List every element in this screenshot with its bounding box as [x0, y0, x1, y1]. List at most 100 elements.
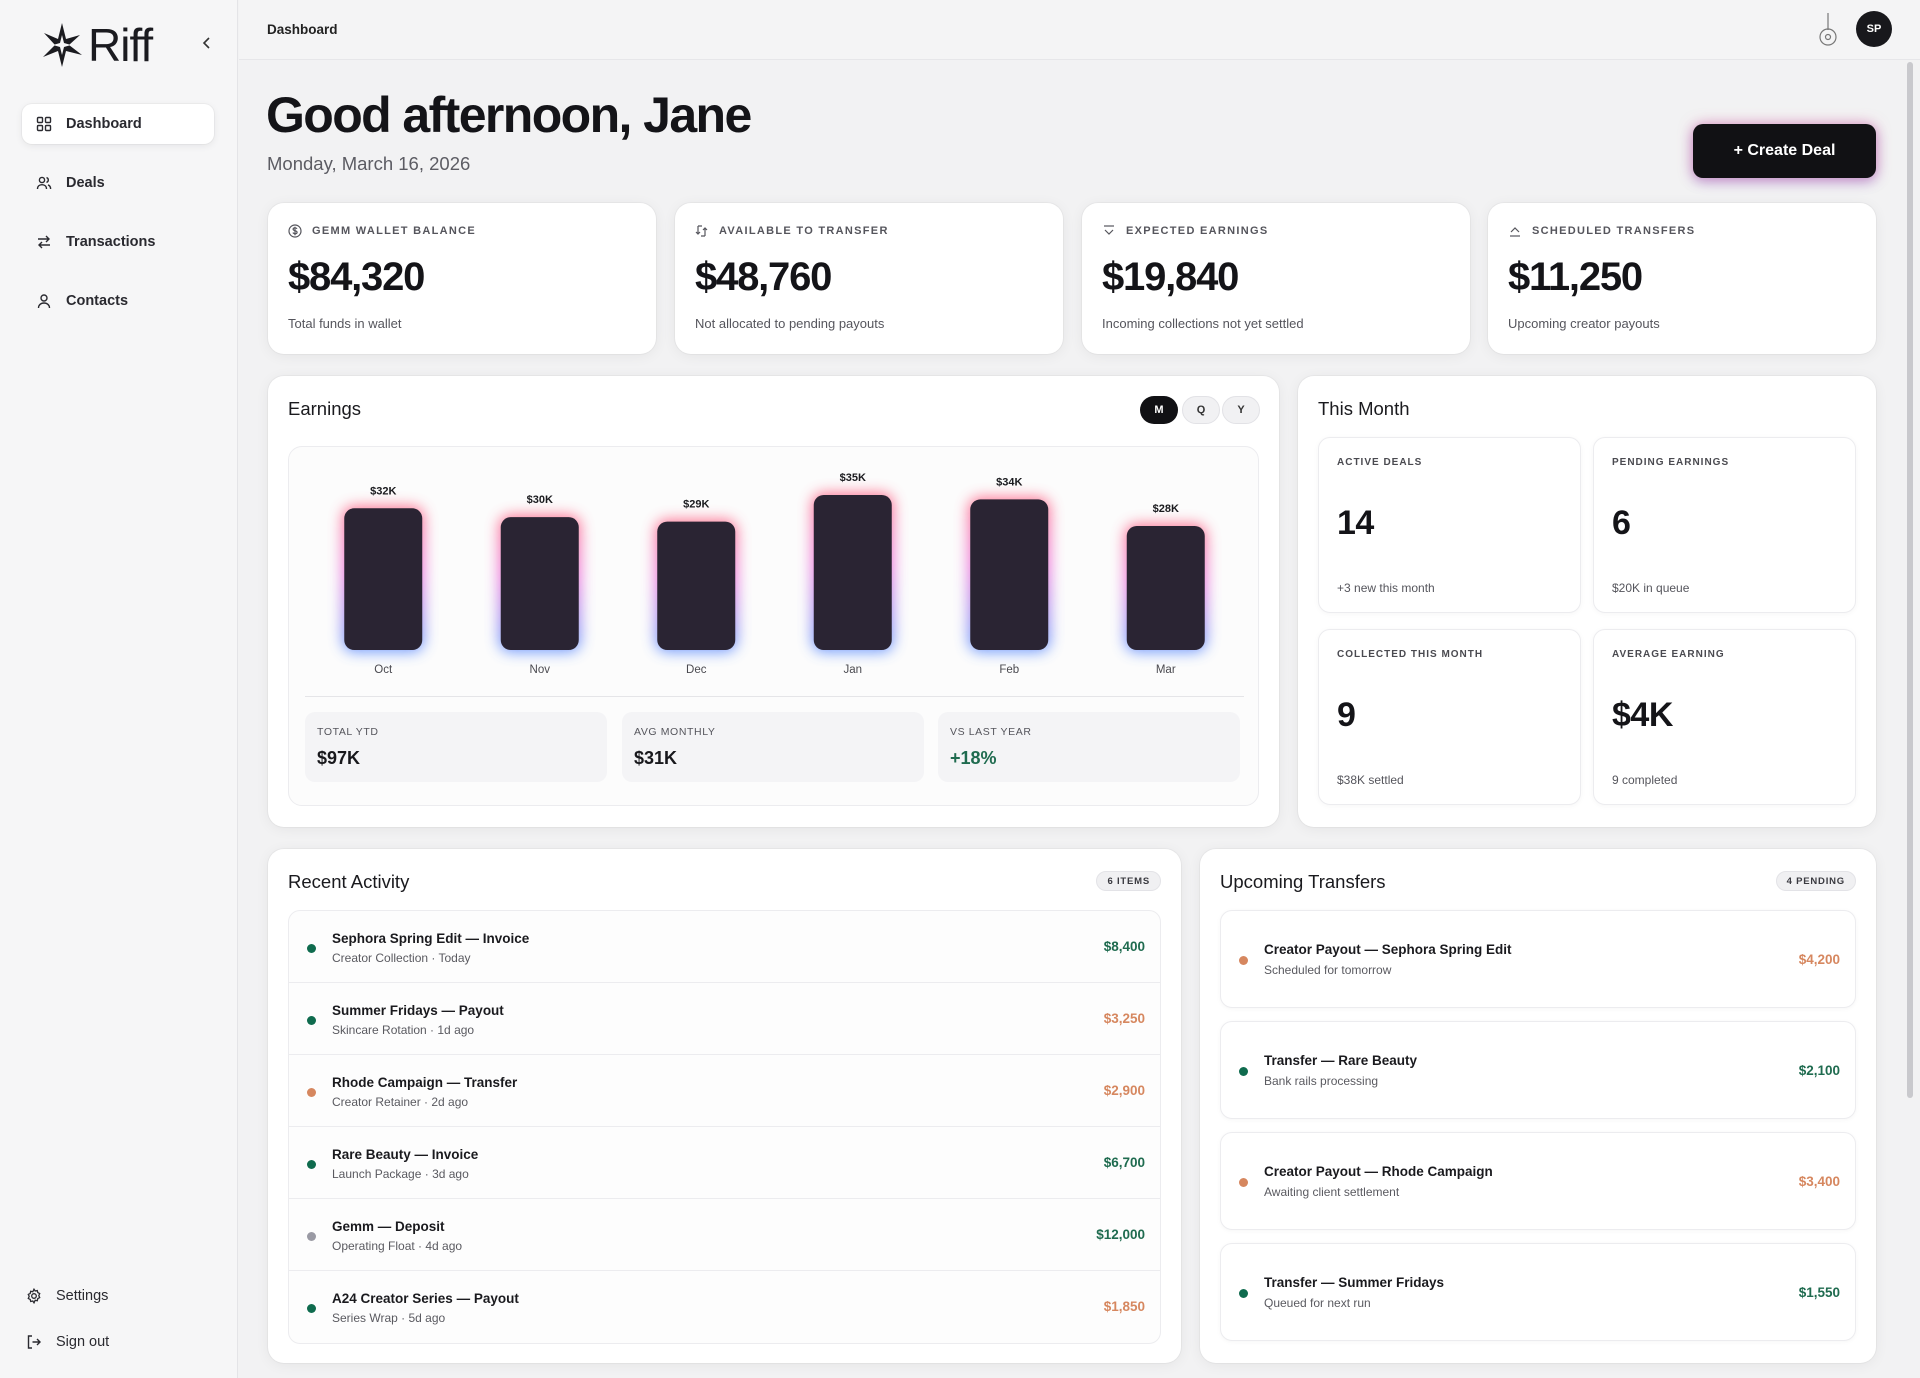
create-deal-button[interactable]: + Create Deal	[1693, 124, 1876, 178]
row-title: Creator Payout — Sephora Spring Edit	[1264, 942, 1512, 957]
sidebar-item-deals[interactable]: Deals	[22, 163, 214, 203]
chevron-up-icon	[1510, 227, 1520, 237]
notification-pin-icon[interactable]	[1817, 12, 1839, 48]
status-dot	[307, 1088, 316, 1097]
bar-value-label: $34K	[996, 476, 1022, 488]
summary-value: +18%	[950, 748, 997, 768]
metric-value: $4K	[1612, 696, 1673, 734]
earnings-title: Earnings	[288, 398, 362, 419]
this-month-title: This Month	[1318, 398, 1410, 419]
upcoming-transfers-card: Upcoming Transfers 4 PENDING Creator Pay…	[1200, 849, 1876, 1363]
transfer-row[interactable]: Transfer — Rare Beauty Bank rails process…	[1220, 1021, 1856, 1119]
sidebar-item-label: Contacts	[66, 293, 129, 309]
row-subtitle: Creator Collection · Today	[332, 951, 471, 965]
stat-card-scheduled-transfers: SCHEDULED TRANSFERS $11,250 Upcoming cre…	[1488, 203, 1876, 354]
logo-text: Riff	[88, 19, 153, 71]
row-amount: $3,400	[1798, 1174, 1840, 1189]
page-title: Good afternoon, Jane	[266, 87, 752, 143]
recent-activity-card: Recent Activity 6 ITEMS Sephora Spring E…	[268, 849, 1181, 1363]
activity-row[interactable]: Sephora Spring Edit — Invoice Creator Col…	[289, 911, 1160, 983]
summary-vs-last-year: VS LAST YEAR +18%	[938, 712, 1240, 782]
metric-caption: $20K in queue	[1612, 581, 1690, 595]
sidebar-item-label: Deals	[66, 175, 105, 191]
activity-row[interactable]: A24 Creator Series — Payout Series Wrap ·…	[289, 1271, 1160, 1343]
transfer-row[interactable]: Transfer — Summer Fridays Queued for next…	[1220, 1243, 1856, 1341]
stat-caption: Upcoming creator payouts	[1508, 316, 1660, 331]
row-title: Rhode Campaign — Transfer	[332, 1075, 518, 1090]
activity-list: Sephora Spring Edit — Invoice Creator Col…	[288, 910, 1161, 1344]
transfer-row[interactable]: Creator Payout — Sephora Spring Edit Sche…	[1220, 910, 1856, 1008]
sidebar-item-transactions[interactable]: Transactions	[22, 222, 214, 262]
stat-label-text: GEMM WALLET BALANCE	[312, 225, 477, 237]
metric-label: ACTIVE DEALS	[1337, 457, 1423, 468]
chart-bar-feb[interactable]	[970, 499, 1049, 650]
chart-bar-dec[interactable]	[657, 521, 736, 650]
activity-row[interactable]: Rhode Campaign — Transfer Creator Retaine…	[289, 1055, 1160, 1127]
stat-value: $11,250	[1508, 255, 1643, 299]
status-dot	[307, 1232, 316, 1241]
activity-row[interactable]: Summer Fridays — Payout Skincare Rotation…	[289, 983, 1160, 1055]
page-scrollbar[interactable]	[1907, 62, 1913, 1098]
summary-total-ytd: TOTAL YTD $97K	[305, 712, 607, 782]
logo-mark-icon	[43, 23, 82, 67]
row-amount: $1,850	[1103, 1299, 1145, 1314]
sidebar-item-dashboard[interactable]: Dashboard	[22, 104, 214, 144]
chart-bar-mar[interactable]	[1126, 526, 1205, 650]
status-dot	[1239, 1289, 1248, 1298]
recent-activity-title: Recent Activity	[288, 871, 410, 892]
metric-active-deals: ACTIVE DEALS 14 +3 new this month	[1318, 437, 1581, 613]
stat-card-expected-earnings: EXPECTED EARNINGS $19,840 Incoming colle…	[1082, 203, 1470, 354]
metric-pending-earnings: PENDING EARNINGS 6 $20K in queue	[1593, 437, 1856, 613]
stat-value: $48,760	[695, 255, 832, 299]
metric-value: 14	[1337, 504, 1374, 542]
x-tick-label: Dec	[686, 664, 707, 676]
breadcrumb[interactable]: Dashboard	[267, 22, 338, 37]
earnings-chart-svg: $32K Oct $30K Nov $29K Dec $35K Jan $34K Feb $28K M…	[342, 472, 1207, 676]
summary-label: TOTAL YTD	[317, 726, 379, 738]
row-amount: $12,000	[1096, 1227, 1145, 1242]
bar-value-label: $32K	[370, 485, 396, 497]
status-dot	[1239, 956, 1248, 965]
row-subtitle: Launch Package · 3d ago	[332, 1167, 469, 1181]
stat-label-text: AVAILABLE TO TRANSFER	[719, 225, 889, 237]
metric-caption: +3 new this month	[1337, 581, 1435, 595]
grid-icon	[36, 116, 52, 132]
status-dot	[307, 1016, 316, 1025]
row-subtitle: Queued for next run	[1264, 1296, 1371, 1310]
x-tick-label: Oct	[374, 664, 393, 676]
metric-caption: 9 completed	[1612, 773, 1678, 787]
current-date: Monday, March 16, 2026	[267, 153, 471, 174]
metric-value: 6	[1612, 504, 1631, 542]
chart-bar-jan[interactable]	[813, 495, 892, 650]
row-amount: $8,400	[1103, 939, 1145, 954]
users-icon	[36, 176, 52, 190]
row-title: A24 Creator Series — Payout	[332, 1291, 519, 1306]
stat-caption: Incoming collections not yet settled	[1102, 316, 1304, 331]
avatar[interactable]: SP	[1856, 11, 1892, 47]
sidebar-item-contacts[interactable]: Contacts	[22, 281, 214, 321]
user-icon	[37, 294, 51, 309]
stat-label: SCHEDULED TRANSFERS	[1508, 224, 1695, 238]
stat-label-text: SCHEDULED TRANSFERS	[1532, 225, 1696, 237]
settings-button[interactable]: Settings	[26, 1276, 216, 1316]
collapse-sidebar-button[interactable]	[198, 34, 216, 52]
items-count-badge: 6 ITEMS	[1096, 871, 1161, 891]
chart-bar-nov[interactable]	[500, 517, 579, 650]
x-tick-label: Jan	[843, 664, 862, 676]
transfer-row[interactable]: Creator Payout — Rhode Campaign Awaiting …	[1220, 1132, 1856, 1230]
activity-row[interactable]: Rare Beauty — Invoice Launch Package · 3d…	[289, 1127, 1160, 1199]
period-quarter-toggle[interactable]: Q	[1182, 396, 1220, 424]
row-title: Gemm — Deposit	[332, 1219, 445, 1234]
logo[interactable]: Riff	[40, 18, 153, 72]
stat-value: $84,320	[288, 255, 425, 299]
stat-label: EXPECTED EARNINGS	[1102, 224, 1269, 238]
row-amount: $4,200	[1798, 952, 1840, 967]
stat-card-wallet-balance: GEMM WALLET BALANCE $84,320 Total funds …	[268, 203, 656, 354]
row-subtitle: Scheduled for tomorrow	[1264, 963, 1392, 977]
status-dot	[1239, 1178, 1248, 1187]
chart-bar-oct[interactable]	[344, 508, 423, 650]
sign-out-button[interactable]: Sign out	[26, 1322, 216, 1362]
period-month-toggle[interactable]: M	[1140, 396, 1178, 424]
period-year-toggle[interactable]: Y	[1222, 396, 1260, 424]
activity-row[interactable]: Gemm — Deposit Operating Float · 4d ago $1…	[289, 1199, 1160, 1271]
